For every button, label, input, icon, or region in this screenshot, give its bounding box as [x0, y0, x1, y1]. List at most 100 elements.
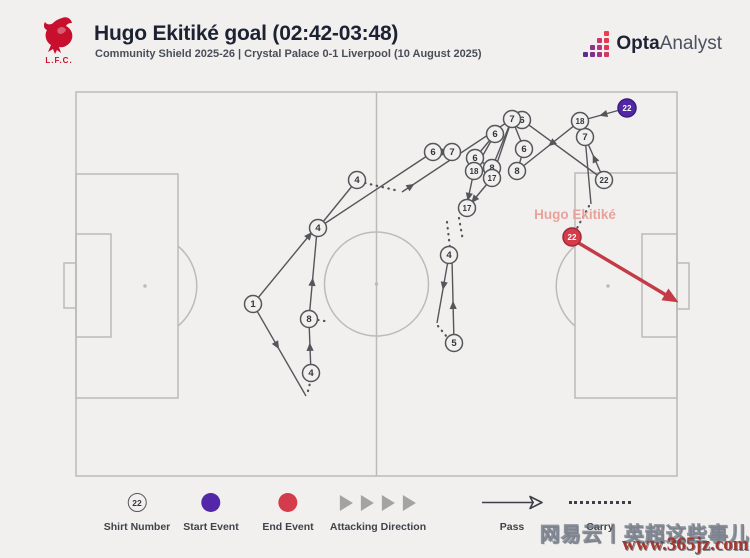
right-penalty-spot: [606, 284, 610, 288]
player-shirt-number: 17: [488, 174, 497, 183]
player-marker: [347, 170, 367, 190]
player-shirt-number: 18: [576, 117, 585, 126]
player-shirt-number: 7: [582, 132, 587, 143]
player-shirt-number: 4: [308, 368, 314, 379]
player-shirt-number: 8: [514, 166, 519, 177]
player-marker: [301, 363, 321, 383]
arrowhead: [271, 340, 280, 350]
carry-line: [445, 220, 452, 250]
left-penalty-box: [75, 173, 179, 399]
left-penalty-spot: [143, 284, 147, 288]
centre-circle: [323, 231, 430, 337]
legend-start-event: Start Event: [183, 493, 239, 533]
player-marker: [423, 142, 443, 162]
player-shirt-number: 22: [568, 233, 577, 242]
arrowhead: [471, 194, 480, 204]
brand-light: Analyst: [659, 33, 722, 54]
player-shirt-number: 6: [519, 115, 524, 126]
attacking-direction-icon: [339, 493, 416, 512]
player-shirt-number: 6: [472, 153, 477, 164]
arrowhead: [440, 281, 448, 290]
pass-line: [252, 303, 307, 397]
end-event-marker: [562, 227, 582, 247]
page-title: Hugo Ekitiké goal (02:42-03:48): [94, 22, 399, 45]
shirt-number-icon: 22: [127, 493, 147, 512]
player-marker: [514, 139, 534, 159]
pitch-spots: [143, 282, 610, 288]
end-event-icon: [278, 493, 298, 512]
legend-shirt-number: 22 Shirt Number: [104, 493, 170, 533]
pass-line: [317, 179, 358, 229]
left-six-yard-box: [75, 233, 112, 338]
legend-carry: Carry: [569, 493, 631, 533]
pass-arrow-icon: [482, 495, 543, 510]
player-marker: [482, 168, 502, 188]
arrowhead: [599, 110, 609, 117]
pass-line: [317, 151, 434, 229]
player-shirt-number: 5: [451, 338, 457, 349]
player-shirt-number: 7: [509, 114, 514, 125]
player-shirt-number: 6: [521, 144, 526, 155]
player-marker: [243, 294, 263, 314]
arrowhead: [449, 300, 457, 310]
player-marker: [442, 142, 462, 162]
player-shirt-number: 4: [446, 250, 452, 261]
player-marker: [464, 161, 484, 181]
player-shirt-number: 17: [463, 204, 472, 213]
start-event-marker: [617, 98, 637, 118]
legend-attacking-direction: Attacking Direction: [330, 493, 426, 533]
carry-line: [316, 318, 327, 323]
player-shirt-number: 6: [430, 147, 435, 158]
carry-line: [363, 181, 401, 193]
arrowhead: [661, 288, 679, 303]
pass-line: [252, 225, 318, 305]
player-marker: [594, 170, 614, 190]
player-shirt-number: 6: [492, 129, 497, 140]
opta-analyst-logo: OptaAnalyst: [583, 30, 722, 58]
player-shirt-number: 22: [623, 104, 632, 113]
player-shirt-number: 4: [354, 175, 360, 186]
player-marker: [444, 333, 464, 353]
player-shirt-number: 8: [489, 163, 494, 174]
player-shirt-number: 7: [449, 147, 454, 158]
pass-line: [308, 230, 318, 320]
brand-bold: Opta: [616, 33, 660, 54]
player-shirt-number: 18: [470, 167, 479, 176]
arrowhead: [405, 183, 415, 192]
carry-line: [306, 377, 313, 393]
player-marker: [299, 309, 319, 329]
player-marker: [457, 198, 477, 218]
legend-pass: Pass: [480, 493, 544, 533]
legend-end-event: End Event: [262, 493, 314, 533]
opta-dots-icon: [583, 31, 610, 57]
player-marker: [570, 111, 590, 131]
player-marker: [439, 245, 459, 265]
left-goal: [63, 262, 77, 309]
player-shirt-number: 22: [600, 176, 609, 185]
player-marker: [507, 161, 527, 181]
liverpool-crest: L.F.C.: [36, 16, 82, 70]
player-shirt-number: 1: [250, 299, 256, 310]
left-penalty-arc: [177, 245, 198, 327]
liver-bird-icon: [43, 17, 73, 54]
arrowhead: [304, 231, 313, 241]
player-shirt-number: 8: [306, 314, 311, 325]
scorer-name-label: Hugo Ekitiké: [534, 207, 616, 222]
carry-line: [436, 324, 449, 339]
player-marker: [308, 218, 328, 238]
arrowhead: [308, 277, 316, 287]
arrowhead: [306, 342, 314, 351]
carry-dots-icon: [569, 493, 631, 512]
pass-line: [584, 136, 592, 205]
carry-line: [457, 216, 465, 243]
arrowhead: [592, 154, 600, 164]
centre-spot: [374, 282, 379, 286]
right-goal: [676, 262, 690, 310]
player-marker: [502, 109, 522, 129]
page-subtitle: Community Shield 2025-26 | Crystal Palac…: [95, 48, 482, 60]
player-shirt-number: 4: [315, 223, 321, 234]
right-penalty-arc: [555, 245, 576, 327]
start-event-icon: [201, 493, 221, 512]
